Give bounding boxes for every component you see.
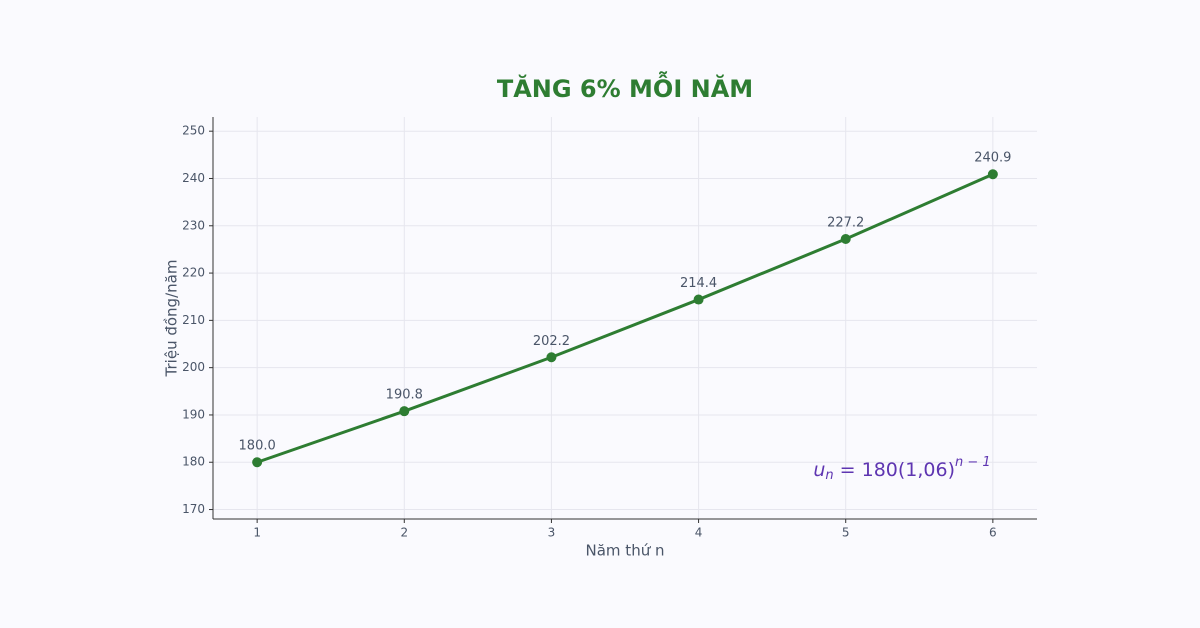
data-label: 214.4 xyxy=(680,276,717,291)
x-tick-label: 2 xyxy=(400,526,408,540)
y-tick-label: 230 xyxy=(182,218,205,232)
y-tick-label: 180 xyxy=(182,455,205,469)
x-tick-label: 3 xyxy=(548,526,556,540)
data-point xyxy=(840,234,851,245)
annotation-sup: n − 1 xyxy=(955,455,991,470)
chart-title: TĂNG 6% MỖI NĂM xyxy=(497,70,753,103)
x-tick-label: 6 xyxy=(989,526,997,540)
data-label: 190.8 xyxy=(386,388,423,403)
annotation-sub: n xyxy=(825,468,833,483)
annotation-base: u xyxy=(813,459,825,481)
data-point xyxy=(252,457,263,468)
annotation-main: = 180(1,06) xyxy=(834,459,955,481)
y-tick-label: 240 xyxy=(182,171,205,185)
x-tick-label: 4 xyxy=(695,526,703,540)
y-tick-label: 170 xyxy=(182,502,205,516)
data-label: 227.2 xyxy=(827,216,864,231)
data-label: 240.9 xyxy=(974,151,1011,166)
y-tick-label: 190 xyxy=(182,407,205,421)
x-tick-label: 5 xyxy=(842,526,850,540)
y-tick-label: 250 xyxy=(182,124,205,138)
data-point xyxy=(399,406,410,417)
data-label: 180.0 xyxy=(239,439,276,454)
y-tick-label: 220 xyxy=(182,266,205,280)
x-axis-label: Năm thứ n xyxy=(586,542,665,560)
y-tick-label: 210 xyxy=(182,313,205,327)
data-label: 202.2 xyxy=(533,334,570,349)
x-tick-label: 1 xyxy=(253,526,261,540)
data-point xyxy=(693,294,704,305)
data-line xyxy=(256,172,994,464)
annotation: un = 180(1,06)n − 1 xyxy=(813,455,990,483)
data-point xyxy=(546,352,557,363)
y-axis-label: Triệu đồng/năm xyxy=(163,260,181,378)
data-point xyxy=(987,169,998,180)
y-tick-label: 200 xyxy=(182,360,205,374)
